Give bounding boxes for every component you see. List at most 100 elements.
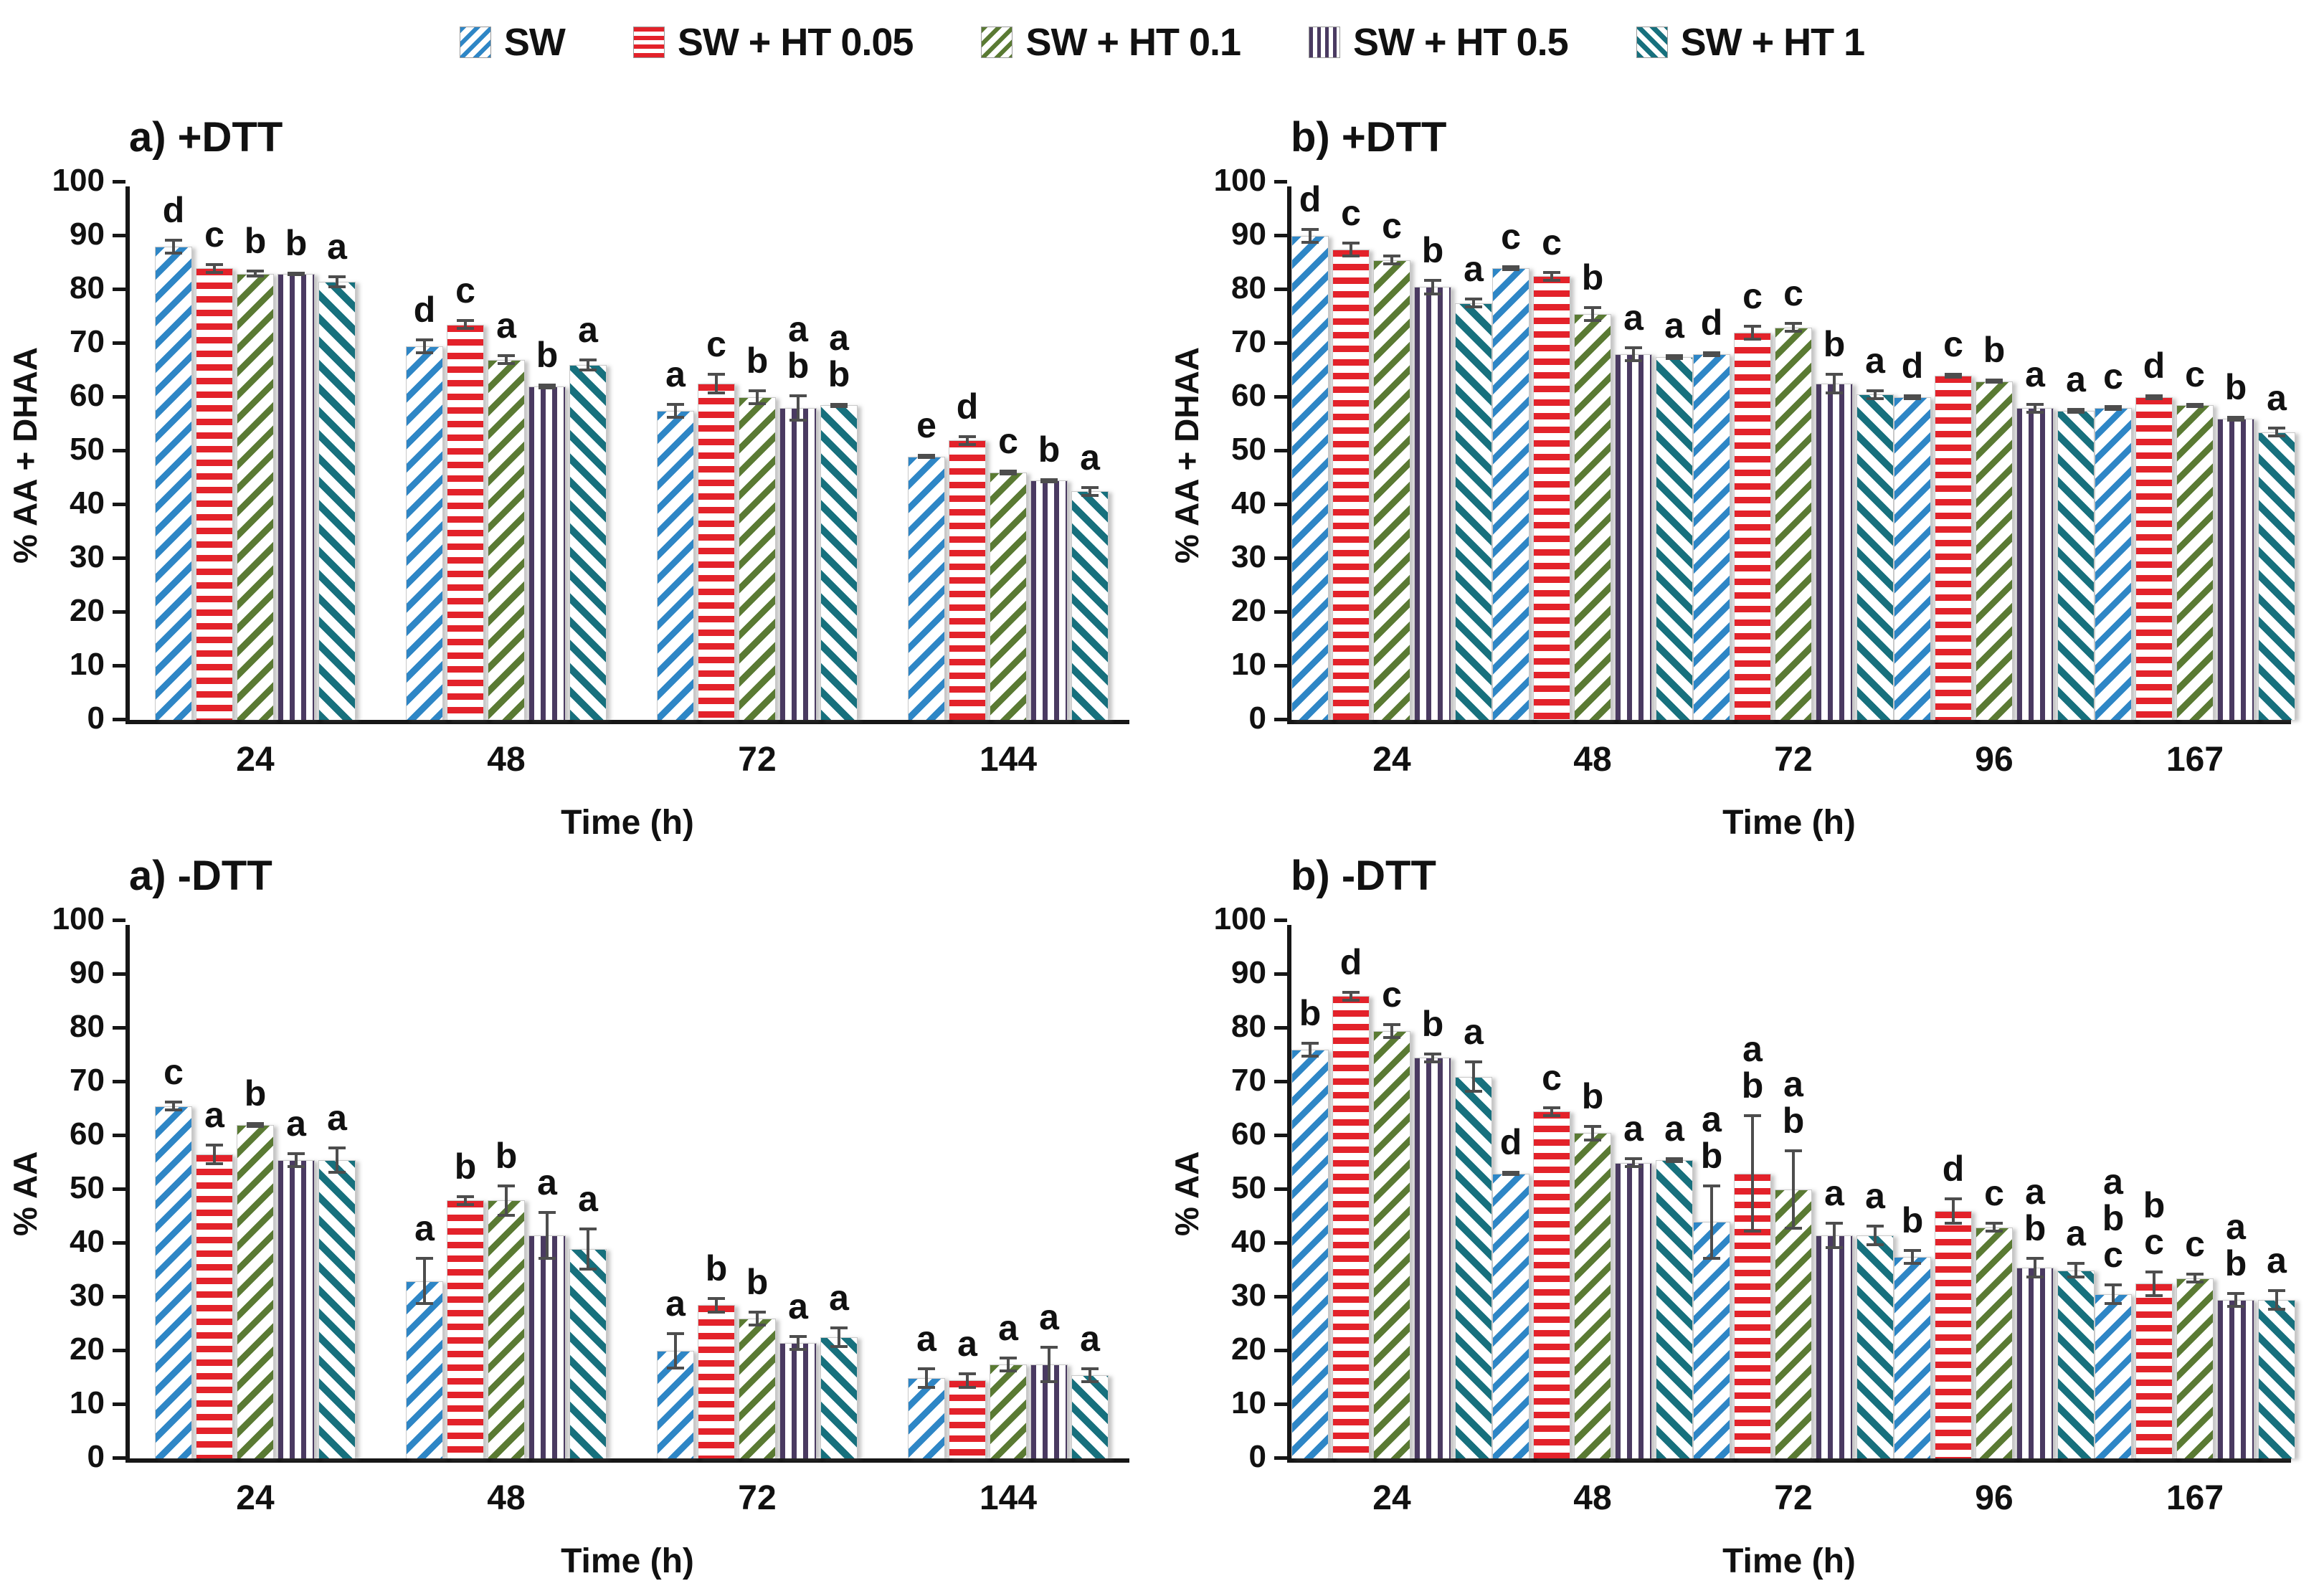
significance-letter: a [496, 305, 516, 346]
significance-letter: a [286, 1103, 306, 1144]
significance-letter: a b [1700, 1098, 1723, 1176]
y-tick-label: 60 [1231, 378, 1266, 413]
legend-label: SW + HT 1 [1680, 21, 1866, 64]
error-bar [2186, 402, 2204, 408]
error-bar [1081, 485, 1099, 497]
bar [739, 1319, 776, 1458]
y-tick-mark [1274, 1080, 1287, 1083]
y-tick-label: 80 [70, 270, 105, 305]
x-tick-label: 167 [2166, 1479, 2224, 1517]
error-bar [1986, 378, 2003, 384]
significance-letter: b [746, 340, 769, 381]
significance-letter: d [413, 289, 436, 330]
bar [237, 1125, 274, 1458]
y-tick-mark [1274, 395, 1287, 399]
error-bar [288, 271, 305, 276]
error-bar [1785, 1149, 1802, 1230]
significance-letter: c [204, 214, 224, 255]
error-bar [1986, 1222, 2003, 1233]
bar [739, 397, 776, 720]
significance-letter: a [829, 1278, 849, 1319]
y-tick-label: 40 [1231, 1224, 1266, 1259]
legend-swatch-sw-icon [459, 27, 491, 58]
y-tick-mark [1274, 918, 1287, 922]
bar [779, 1342, 817, 1458]
plot-area: 0 10 20 30 40 50 60 70 80 90 100 c a b a a 24 a b b a a 48 a b b a… [52, 903, 1129, 1517]
error-bar [1744, 1114, 1761, 1233]
bar [1693, 1222, 1730, 1458]
significance-letter: b [244, 1073, 267, 1114]
error-bar [1904, 394, 1921, 400]
significance-letter: d [1499, 1121, 1522, 1162]
error-bar [1543, 1106, 1560, 1117]
error-bar [416, 338, 433, 354]
bar [1373, 260, 1410, 720]
significance-letter: a [2267, 1240, 2287, 1281]
significance-letter: d [1700, 303, 1723, 343]
significance-letter: a [1664, 1108, 1684, 1149]
y-tick-mark [113, 341, 125, 345]
error-bar [206, 1144, 223, 1166]
error-bar [457, 319, 474, 331]
significance-letter: b c [2143, 1184, 2166, 1262]
error-bar [1945, 1197, 1962, 1225]
bar [1492, 268, 1529, 720]
significance-letter: c [1341, 192, 1361, 233]
bar [1574, 313, 1611, 720]
y-tick-label: 80 [70, 1009, 105, 1044]
error-bar [2268, 1288, 2285, 1311]
bar [820, 405, 858, 720]
error-bar [539, 384, 556, 389]
bar [196, 1154, 233, 1458]
bar [949, 440, 986, 720]
significance-letter: b [244, 221, 267, 262]
significance-letter: b [1421, 230, 1444, 270]
y-tick-mark [1274, 1187, 1287, 1191]
plot-area: 0 10 20 30 40 50 60 70 80 90 100 d c b b a 24 d c a b a 48 a c b a… [52, 165, 1129, 779]
significance-letter: a [788, 1286, 808, 1326]
plot-area: 0 10 20 30 40 50 60 70 80 90 100 d c c b a 24 c c b a a 48 d c c b… [1214, 165, 2295, 779]
significance-letter: b [495, 1135, 518, 1176]
y-tick-mark [1274, 341, 1287, 345]
x-tick-label: 72 [738, 741, 777, 779]
bar [1492, 1173, 1529, 1458]
significance-letter: b [1983, 329, 2006, 370]
y-tick-label: 60 [1231, 1116, 1266, 1152]
error-bar [2105, 1283, 2122, 1306]
error-bar [1904, 1248, 1921, 1265]
error-bar [2067, 408, 2085, 414]
significance-letter: c [455, 270, 475, 311]
bar [2217, 419, 2254, 720]
significance-letter: a [1464, 249, 1484, 290]
error-bar [2067, 1262, 2085, 1278]
significance-letter: b [2224, 367, 2247, 408]
y-tick-mark [1274, 449, 1287, 452]
significance-letter: c [1382, 974, 1402, 1015]
legend-label: SW + HT 0.05 [677, 21, 914, 64]
significance-letter: b [1421, 1003, 1444, 1044]
significance-letter: a [1080, 437, 1100, 478]
figure-legend: SW SW + HT 0.05 SW + HT 0.1 SW + HT 0.5 … [0, 20, 2324, 65]
y-tick-label: 20 [1231, 1331, 1266, 1367]
chart-b-plus-dtt: b) +DTT % AA + DHAA 0 10 20 30 40 50 60 70 80 90 1… [1162, 93, 2324, 842]
bar [2135, 1283, 2173, 1458]
x-tick-label: 48 [1573, 741, 1612, 779]
error-bar [498, 354, 515, 365]
x-tick-label: 24 [236, 1479, 275, 1517]
bar [1291, 236, 1329, 720]
error-bar [1040, 478, 1058, 483]
y-tick-label: 30 [70, 1278, 105, 1313]
bar [1615, 1162, 1652, 1458]
error-bar [1703, 351, 1720, 357]
x-tick-label: 96 [1975, 1479, 2014, 1517]
y-tick-mark [113, 1026, 125, 1030]
significance-letter: a [1664, 305, 1684, 346]
bar [1455, 1076, 1492, 1458]
significance-letter: c [1742, 275, 1763, 316]
bar [2095, 408, 2132, 720]
bar [155, 1106, 192, 1458]
error-bar [789, 1334, 807, 1351]
bar [1332, 996, 1370, 1458]
y-tick-mark [113, 503, 125, 506]
